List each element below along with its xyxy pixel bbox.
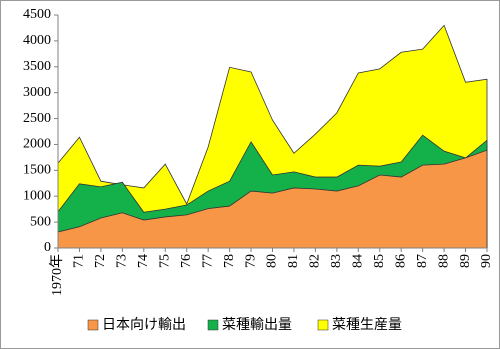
- legend-label: 日本向け輸出: [102, 317, 186, 333]
- y-tick-label: 0: [44, 240, 51, 255]
- legend-swatch: [87, 319, 99, 331]
- y-tick-label: 1000: [23, 188, 51, 203]
- legend-swatch: [207, 319, 219, 331]
- y-tick-label: 4000: [23, 33, 51, 48]
- x-tick-label: 83: [329, 254, 344, 268]
- y-tick-label: 3000: [23, 85, 51, 100]
- x-tick-label: 87: [415, 254, 430, 268]
- x-tick-label: 79: [243, 254, 258, 268]
- y-tick-label: 2000: [23, 137, 51, 152]
- x-tick-label: 88: [436, 254, 451, 268]
- x-tick-label: 78: [222, 254, 237, 268]
- x-tick-label: 74: [136, 254, 151, 268]
- y-tick-label: 1500: [23, 163, 51, 178]
- x-tick-label: 86: [393, 254, 408, 268]
- area: [57, 149, 488, 249]
- x-tick-label: 71: [72, 254, 87, 268]
- x-tick-label: 77: [200, 254, 215, 268]
- x-tick-label: 80: [265, 254, 280, 268]
- x-tick-label: 72: [93, 254, 108, 268]
- x-tick-label: 82: [308, 254, 323, 268]
- x-tick-label: 1970年: [49, 254, 65, 296]
- y-tick-label: 2500: [23, 111, 51, 126]
- x-tick-label: 76: [179, 254, 194, 268]
- legend-label: 菜種輸出量: [222, 317, 292, 333]
- legend-label: 菜種生産量: [332, 317, 402, 333]
- y-tick-label: 3500: [23, 59, 51, 74]
- x-tick-label: 81: [286, 254, 301, 268]
- x-tick-label: 84: [351, 254, 366, 268]
- x-tick-label: 90: [479, 254, 494, 268]
- y-tick-label: 500: [30, 214, 51, 229]
- x-tick-label: 73: [115, 254, 130, 268]
- x-tick-label: 89: [458, 254, 473, 268]
- x-tick-label: 75: [157, 254, 172, 268]
- y-tick-label: 4500: [23, 7, 51, 22]
- x-tick-label: 85: [372, 254, 387, 268]
- legend-swatch: [317, 319, 329, 331]
